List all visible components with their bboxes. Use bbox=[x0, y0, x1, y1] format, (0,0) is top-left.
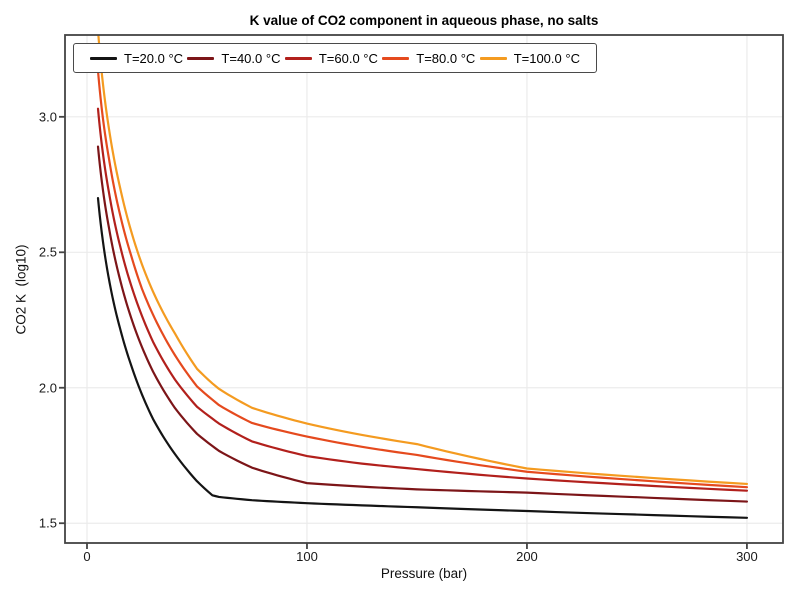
legend-line-swatch bbox=[187, 56, 215, 60]
legend-item-label: T=80.0 °C bbox=[416, 50, 476, 66]
axis-spines bbox=[64, 34, 784, 544]
chart-title: K value of CO2 component in aqueous phas… bbox=[249, 13, 599, 28]
y-tick-label: 3.0 bbox=[38, 109, 57, 125]
curve-series-3 bbox=[96, 69, 749, 489]
legend-item-label: T=20.0 °C bbox=[124, 50, 184, 66]
legend-line-swatch bbox=[90, 56, 117, 60]
curve-series-4 bbox=[97, 35, 749, 486]
y-tick-label: 2.5 bbox=[38, 244, 57, 260]
legend-item-label: T=40.0 °C bbox=[221, 50, 281, 66]
legend-item-4: T=100.0 °C bbox=[479, 50, 580, 66]
x-axis-label: Pressure (bar) bbox=[380, 566, 468, 581]
x-tick-label: 100 bbox=[296, 549, 318, 564]
legend-item-1: T=40.0 °C bbox=[187, 51, 280, 66]
legend: T=20.0 °C T=40.0 °C T=60.0 °C T=80.0 °C T=10… bbox=[73, 43, 597, 73]
curve-series-2 bbox=[96, 107, 749, 492]
x-tick-label: 0 bbox=[83, 549, 91, 564]
legend-item-3: T=80.0 °C bbox=[382, 51, 475, 66]
legend-item-0: T=20.0 °C bbox=[90, 51, 183, 66]
y-tick-label: 1.5 bbox=[38, 515, 57, 531]
x-tick-label: 200 bbox=[516, 549, 538, 564]
curve-series-1 bbox=[96, 145, 749, 503]
legend-item-label: T=100.0 °C bbox=[513, 50, 580, 66]
legend-line-swatch bbox=[479, 56, 507, 60]
x-tick-label: 300 bbox=[736, 549, 758, 564]
legend-line-swatch bbox=[284, 56, 312, 60]
y-tick-label: 2.0 bbox=[38, 380, 57, 396]
legend-item-2: T=60.0 °C bbox=[284, 50, 378, 66]
curve-series-0 bbox=[96, 197, 749, 519]
legend-line-swatch bbox=[382, 56, 410, 60]
legend-item-label: T=60.0 °C bbox=[318, 50, 378, 66]
